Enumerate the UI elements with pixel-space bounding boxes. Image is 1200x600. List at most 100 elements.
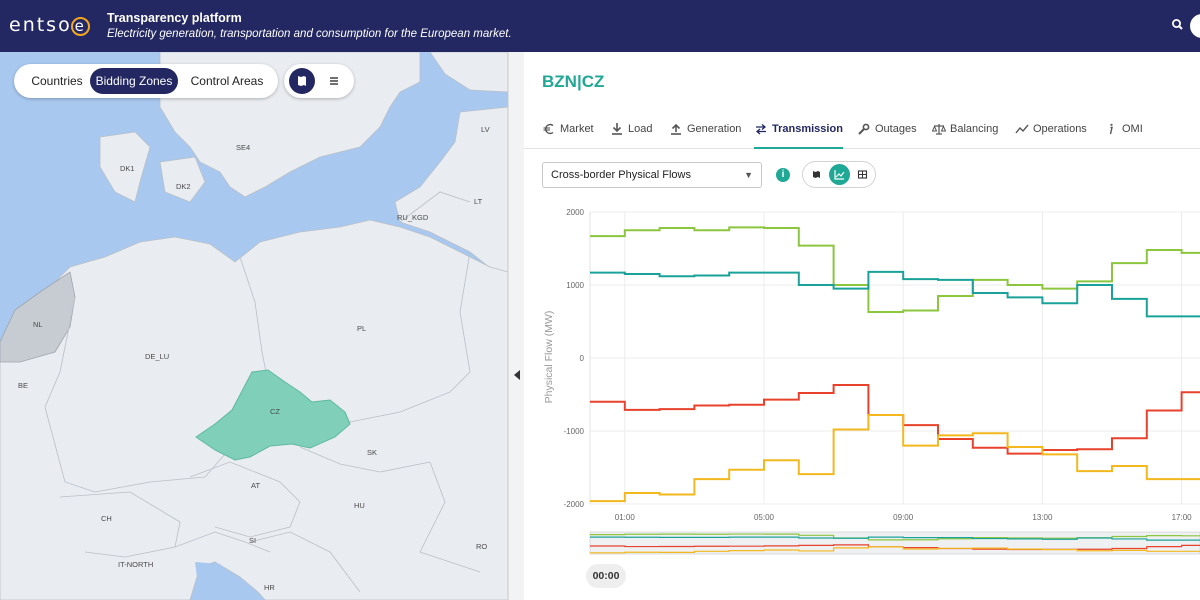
trend-icon — [1015, 124, 1029, 134]
x-tick-label: 09:00 — [893, 513, 914, 522]
area-type-switch: Countries Bidding Zones Control Areas — [14, 64, 278, 98]
zone-label-lt: LT — [474, 197, 483, 206]
zone-label-be: BE — [18, 381, 29, 390]
tab-outages[interactable]: Outages — [857, 114, 917, 149]
chart-grid — [589, 211, 1200, 505]
zone-label-dk1: DK1 — [120, 164, 135, 173]
zone-cz-highlight — [195, 369, 351, 461]
tab-generation-label: Generation — [687, 123, 742, 135]
line-chart-icon[interactable] — [829, 164, 850, 185]
zone-label-cz[interactable]: CZ — [270, 407, 280, 416]
search-icon[interactable] — [1168, 15, 1188, 35]
zone-label-de-lu: DE_LU — [145, 352, 170, 361]
map-icon[interactable] — [289, 68, 315, 94]
land-finland — [429, 52, 508, 93]
collapse-arrow-icon[interactable] — [513, 367, 521, 380]
chart-x-ticks: 01:00 05:00 09:00 13:00 17:00 — [615, 513, 1192, 522]
tab-balancing-label: Balancing — [950, 123, 999, 135]
navigator-series-2 — [590, 544, 1200, 551]
chart-view-switch — [802, 161, 876, 188]
border-sk-hu — [299, 446, 431, 473]
time-slider-value[interactable]: 00:00 — [586, 564, 626, 588]
zone-label-si: SI — [249, 536, 257, 545]
bidding-zones-button[interactable]: Bidding Zones — [90, 68, 178, 94]
y-axis-label: Physical Flow (MW) — [543, 311, 555, 404]
border-hu-ro — [419, 461, 481, 573]
info-icon[interactable]: i — [776, 168, 790, 182]
countries-button[interactable]: Countries — [31, 74, 83, 88]
upload-icon — [671, 123, 681, 135]
series-line-0[interactable] — [590, 226, 1200, 314]
europe-map[interactable] — [0, 52, 508, 600]
panel-divider[interactable] — [508, 52, 524, 600]
tab-omi[interactable]: OMI — [1104, 114, 1143, 149]
zone-title: BZN|CZ — [542, 72, 605, 91]
zone-label-se4: SE4 — [236, 143, 251, 152]
land-dk2 — [159, 156, 206, 203]
tab-omi-label: OMI — [1122, 123, 1143, 135]
dataset-select[interactable]: Cross-border Physical Flows ▼ — [542, 162, 762, 188]
zone-label-at: AT — [251, 481, 261, 490]
top-header: entso e Transparency platform Electricity… — [0, 0, 1200, 52]
map-view-switch — [284, 64, 354, 98]
zone-label-it-north: IT-NORTH — [118, 560, 154, 569]
table-icon[interactable] — [852, 164, 873, 185]
tab-generation[interactable]: Generation — [669, 114, 741, 149]
zone-label-dk2: DK2 — [176, 182, 191, 191]
site-subtitle: Electricity generation, transportation a… — [107, 28, 512, 40]
border-ch — [59, 491, 181, 558]
y-tick-label: 1000 — [566, 281, 584, 290]
series-line-2[interactable] — [590, 384, 1200, 455]
entsoe-logo[interactable]: entso e — [9, 14, 90, 36]
scale-icon — [932, 124, 946, 135]
logo-text: entso — [9, 14, 72, 36]
transfer-icon — [755, 124, 767, 135]
border-baltic-coast — [399, 191, 471, 223]
border-de-pl — [239, 256, 269, 383]
land-dk1 — [99, 131, 151, 203]
tab-load[interactable]: Load — [610, 114, 652, 149]
series-line-3[interactable] — [590, 413, 1200, 503]
border-by — [449, 251, 471, 393]
map-icon[interactable] — [806, 164, 827, 185]
logo-o-ring: e — [70, 17, 90, 36]
navigator-series-0 — [590, 533, 1200, 541]
border-de-south — [94, 453, 226, 493]
chevron-down-icon: ▼ — [744, 170, 753, 180]
x-tick-label: 13:00 — [1032, 513, 1053, 522]
wrench-icon — [858, 123, 870, 135]
tab-outages-label: Outages — [875, 123, 917, 135]
site-title: Transparency platform — [107, 11, 242, 25]
physical-flow-chart[interactable]: 2000 1000 0 -1000 -2000 01:00 05:00 09:00 13:00… — [542, 202, 1200, 562]
navigator-series-1 — [590, 536, 1200, 541]
navigator-series-3 — [590, 546, 1200, 554]
control-areas-button[interactable]: Control Areas — [190, 74, 264, 88]
y-tick-label: 0 — [580, 354, 585, 363]
tab-bar: Market Load Generation Transmission Outa… — [524, 114, 1200, 149]
series-line-1[interactable] — [590, 270, 1200, 318]
border-at — [189, 461, 301, 538]
list-icon[interactable] — [321, 68, 347, 94]
water-adriatic — [195, 562, 255, 600]
tab-balancing[interactable]: Balancing — [932, 114, 998, 149]
tab-market[interactable]: Market — [542, 114, 594, 149]
y-tick-label: 2000 — [566, 208, 584, 217]
zone-label-nl: NL — [33, 320, 43, 329]
euro-icon — [543, 123, 554, 135]
tab-transmission[interactable]: Transmission — [754, 114, 843, 149]
zone-label-ro: RO — [476, 542, 488, 551]
y-tick-label: -2000 — [564, 500, 585, 509]
zone-label-hr: HR — [264, 583, 275, 592]
x-tick-label: 01:00 — [615, 513, 636, 522]
border-si-hr — [249, 531, 361, 593]
chart-y-ticks: 2000 1000 0 -1000 -2000 — [564, 208, 585, 509]
user-icon[interactable] — [1190, 14, 1200, 38]
border-de-west — [44, 296, 96, 493]
y-tick-label: -1000 — [564, 427, 585, 436]
download-icon — [612, 123, 622, 135]
map-panel[interactable]: DK1 DK2 SE4 LV LT RU_KGD NL BE DE_LU PL … — [0, 52, 508, 600]
info-italic-icon — [1109, 123, 1113, 135]
tab-operations[interactable]: Operations — [1015, 114, 1087, 149]
tab-load-label: Load — [628, 123, 653, 135]
zone-label-ch: CH — [101, 514, 112, 523]
